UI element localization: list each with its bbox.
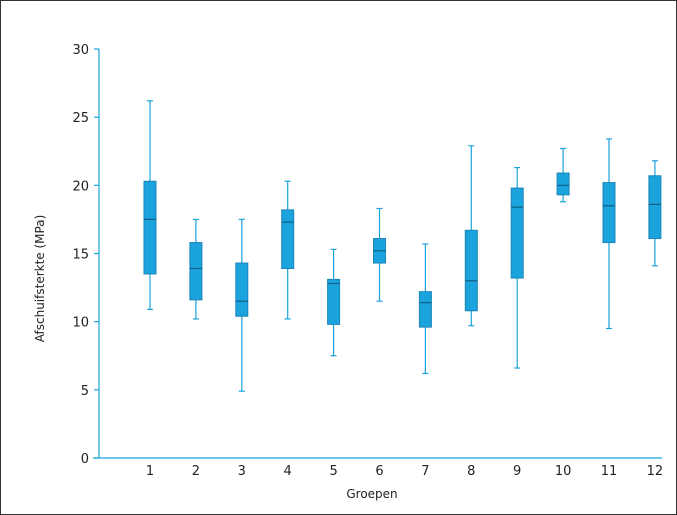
box-group-1: [143, 100, 157, 310]
iqr-box: [235, 262, 249, 317]
iqr-box: [648, 175, 662, 240]
iqr-box: [143, 180, 157, 275]
iqr-box: [510, 187, 524, 279]
box-group-3: [235, 218, 249, 392]
y-tick-label: 0: [81, 452, 89, 467]
y-tick-label: 10: [72, 316, 89, 331]
x-axis-title: Groepen: [346, 487, 397, 501]
x-ticks: 1 2 3 4 5 6 7 8 9 10 11 12: [146, 464, 663, 479]
box-group-7: [418, 243, 432, 375]
x-tick-label: 10: [555, 464, 572, 479]
x-tick-label: 11: [601, 464, 618, 479]
box-group-11: [602, 138, 616, 330]
x-tick-label: 12: [647, 464, 664, 479]
box-group-6: [373, 207, 386, 302]
iqr-box: [189, 242, 203, 301]
x-tick-label: 4: [284, 464, 292, 479]
x-tick-label: 2: [192, 464, 200, 479]
box-group-4: [281, 180, 295, 320]
iqr-box: [556, 172, 570, 196]
y-ticks: 0 5 10 15 20 25 30: [72, 43, 99, 467]
box-group-5: [327, 248, 341, 357]
y-tick-label: 20: [72, 179, 89, 194]
box-group-10: [556, 147, 570, 203]
x-tick-label: 3: [238, 464, 246, 479]
boxes: [143, 100, 662, 392]
y-axis-title: Afschuifsterkte (MPa): [33, 215, 47, 343]
x-tick-label: 9: [513, 464, 521, 479]
y-tick-label: 5: [81, 384, 89, 399]
iqr-box: [281, 209, 295, 269]
x-tick-label: 8: [467, 464, 475, 479]
iqr-box: [602, 182, 616, 244]
x-tick-label: 6: [375, 464, 383, 479]
box-group-8: [464, 145, 478, 327]
iqr-box: [464, 229, 478, 312]
x-tick-label: 5: [329, 464, 337, 479]
iqr-box: [418, 291, 432, 328]
y-tick-label: 15: [72, 248, 89, 263]
box-group-2: [189, 218, 203, 320]
y-tick-label: 30: [72, 43, 89, 58]
y-tick-label: 25: [72, 111, 89, 126]
iqr-box: [327, 278, 341, 325]
box-group-12: [648, 160, 662, 267]
x-tick-label: 7: [421, 464, 429, 479]
x-tick-label: 1: [146, 464, 154, 479]
box-group-9: [510, 167, 524, 369]
